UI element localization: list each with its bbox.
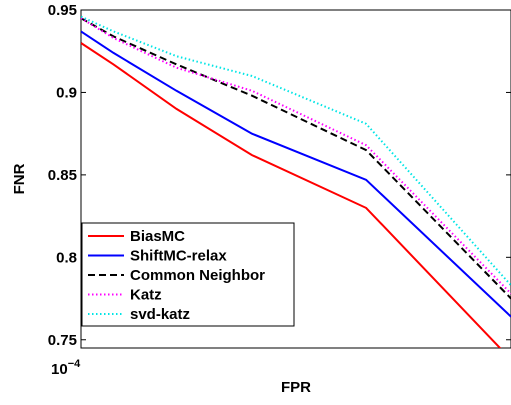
y-axis-label: FNR — [11, 163, 28, 194]
x-tick-label: 10−4 — [51, 358, 81, 378]
series-layer — [81, 15, 511, 348]
series-line-svd-katz — [81, 15, 511, 286]
y-tick-label: 0.9 — [56, 84, 77, 101]
series-line-common-neighbor — [81, 17, 511, 300]
series-line-shiftmc-relax — [81, 30, 511, 318]
y-tick-label: 0.75 — [48, 332, 77, 349]
legend-label: BiasMC — [130, 228, 185, 245]
y-tick-label: 0.8 — [56, 249, 77, 266]
legend: BiasMC ShiftMC-relax Common Neighbor Katz sv… — [81, 222, 295, 327]
legend-label: Katz — [130, 287, 162, 304]
x-axis-label: FPR — [281, 379, 311, 396]
y-tick-label: 0.95 — [48, 2, 77, 19]
legend-label: Common Neighbor — [130, 267, 265, 284]
axes-layer: 0.75 0.8 0.85 0.9 0.95 10−4 — [48, 2, 511, 378]
legend-box — [81, 222, 295, 327]
legend-label: svd-katz — [130, 306, 190, 323]
series-line-biasmc — [81, 42, 502, 348]
y-tick-label: 0.85 — [48, 167, 77, 184]
legend-label: ShiftMC-relax — [130, 248, 227, 265]
